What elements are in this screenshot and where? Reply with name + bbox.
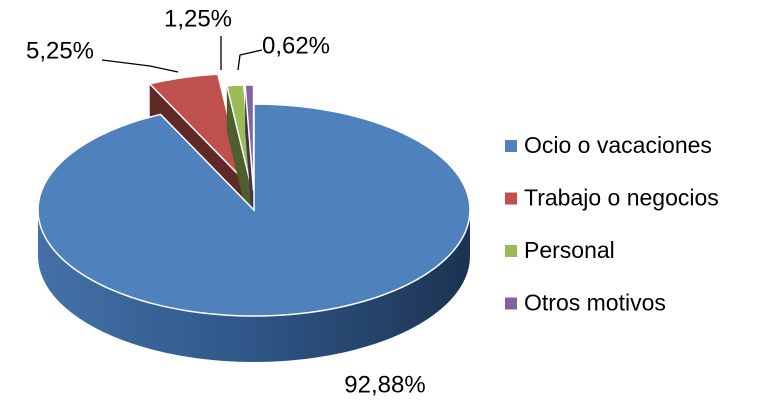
- legend-swatch: [505, 192, 517, 205]
- legend-label: Otros motivos: [524, 290, 666, 316]
- legend-label: Ocio o vacaciones: [524, 132, 712, 158]
- data-label: 0,62%: [262, 32, 330, 59]
- legend-label: Personal: [524, 237, 615, 263]
- data-label: 92,88%: [344, 371, 425, 398]
- slice: [148, 73, 245, 182]
- legend-swatch: [505, 140, 517, 152]
- slice-wall: [226, 85, 253, 237]
- leader-line: [101, 59, 179, 73]
- slice: [37, 103, 471, 317]
- slice-side: [38, 210, 470, 362]
- data-label: 5,25%: [26, 37, 94, 64]
- leader-line: [237, 49, 263, 71]
- data-label: 1,25%: [164, 5, 232, 32]
- slice-wall: [245, 85, 254, 237]
- legend-label: Trabajo o negocios: [524, 185, 719, 211]
- legend-swatch: [505, 297, 517, 310]
- legend-swatch: [505, 245, 517, 257]
